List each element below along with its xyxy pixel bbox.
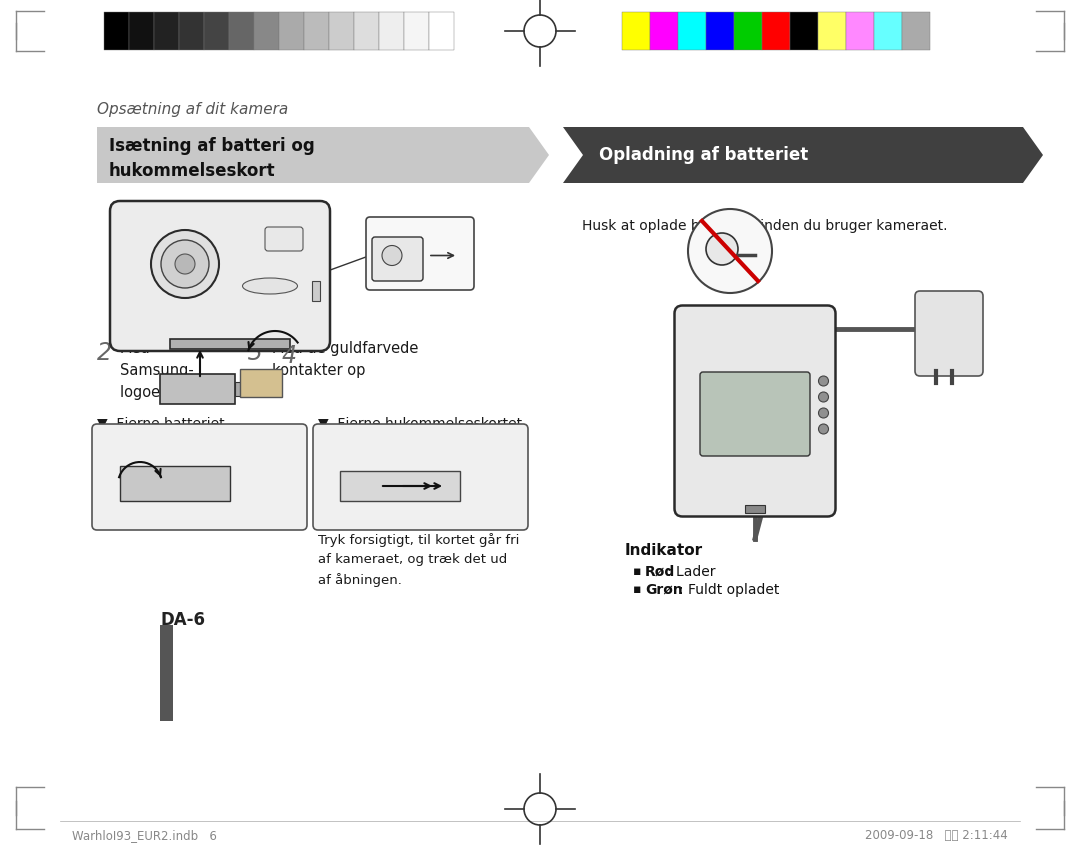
Bar	[678, 12, 706, 50]
Text: Tryk forsigtigt, til kortet går fri
af kameraet, og træk det ud
af åbningen.: Tryk forsigtigt, til kortet går fri af k…	[318, 533, 519, 586]
Bar	[240, 369, 282, 397]
Text: Med de guldfarvede
kontakter op: Med de guldfarvede kontakter op	[272, 341, 418, 378]
Bar	[354, 12, 379, 50]
Bar	[235, 382, 243, 396]
Text: WarhloI93_EUR2.indb   6: WarhloI93_EUR2.indb 6	[72, 829, 217, 842]
FancyBboxPatch shape	[700, 372, 810, 456]
FancyBboxPatch shape	[265, 227, 303, 251]
Text: ▪: ▪	[633, 583, 646, 596]
FancyBboxPatch shape	[92, 424, 307, 530]
Bar	[160, 625, 173, 721]
Bar	[789, 12, 818, 50]
Bar	[762, 12, 789, 50]
Bar	[170, 339, 291, 349]
Circle shape	[175, 254, 195, 274]
Bar	[902, 12, 930, 50]
Bar	[303, 12, 329, 50]
Bar	[874, 12, 902, 50]
Bar	[329, 12, 354, 50]
Text: Opladning af batteriet: Opladning af batteriet	[599, 146, 808, 164]
Text: 2009-09-18   오후 2:11:44: 2009-09-18 오후 2:11:44	[865, 829, 1008, 842]
Bar	[429, 12, 454, 50]
Bar	[160, 374, 235, 404]
Text: 4: 4	[282, 344, 297, 368]
Text: Husk at oplade batteriet, inden du bruger kameraet.: Husk at oplade batteriet, inden du bruge…	[582, 219, 947, 233]
FancyBboxPatch shape	[366, 217, 474, 290]
FancyBboxPatch shape	[313, 424, 528, 530]
Circle shape	[688, 209, 772, 293]
Circle shape	[151, 230, 219, 298]
Bar	[204, 12, 229, 50]
Bar	[340, 471, 460, 501]
Text: Indikator: Indikator	[625, 543, 703, 558]
Text: : Fuldt opladet: : Fuldt opladet	[679, 583, 780, 597]
Text: ▪: ▪	[633, 565, 646, 578]
Bar	[229, 12, 254, 50]
Bar	[379, 12, 404, 50]
Bar	[104, 12, 129, 50]
FancyBboxPatch shape	[788, 320, 822, 348]
Bar	[179, 12, 204, 50]
Bar	[622, 12, 650, 50]
Bar	[745, 505, 765, 512]
Bar	[254, 12, 279, 50]
Circle shape	[819, 392, 828, 402]
Polygon shape	[97, 127, 549, 183]
Bar	[129, 12, 154, 50]
FancyBboxPatch shape	[110, 201, 330, 351]
Circle shape	[819, 408, 828, 418]
FancyBboxPatch shape	[675, 306, 836, 517]
Circle shape	[161, 240, 210, 288]
Bar	[818, 12, 846, 50]
Text: DA-6: DA-6	[160, 611, 205, 629]
Text: Opsætning af dit kamera: Opsætning af dit kamera	[97, 102, 288, 117]
Text: Rød: Rød	[645, 565, 675, 579]
Text: ▼  Fjerne batteriet: ▼ Fjerne batteriet	[97, 417, 225, 431]
Text: Isætning af batteri og
hukommelseskort: Isætning af batteri og hukommelseskort	[109, 137, 314, 180]
Bar	[404, 12, 429, 50]
Text: Med
Samsung-
logoet ned: Med Samsung- logoet ned	[120, 341, 198, 401]
Circle shape	[819, 376, 828, 386]
Polygon shape	[563, 127, 1043, 183]
Circle shape	[819, 424, 828, 434]
Bar	[312, 281, 320, 301]
Ellipse shape	[243, 278, 297, 294]
Text: 2: 2	[97, 341, 112, 365]
Text: ▼  Fjerne hukommelseskortet: ▼ Fjerne hukommelseskortet	[318, 417, 522, 431]
Bar	[120, 466, 230, 501]
Bar	[706, 12, 734, 50]
Text: : Lader: : Lader	[667, 565, 715, 579]
Bar	[846, 12, 874, 50]
Bar	[279, 12, 303, 50]
Circle shape	[706, 233, 738, 265]
Bar	[650, 12, 678, 50]
FancyBboxPatch shape	[915, 291, 983, 376]
Bar	[154, 12, 179, 50]
Text: 3: 3	[248, 341, 264, 365]
Circle shape	[382, 245, 402, 266]
Text: 1: 1	[408, 216, 423, 240]
Bar	[734, 12, 762, 50]
Text: Grøn: Grøn	[645, 583, 683, 597]
FancyBboxPatch shape	[372, 237, 423, 281]
